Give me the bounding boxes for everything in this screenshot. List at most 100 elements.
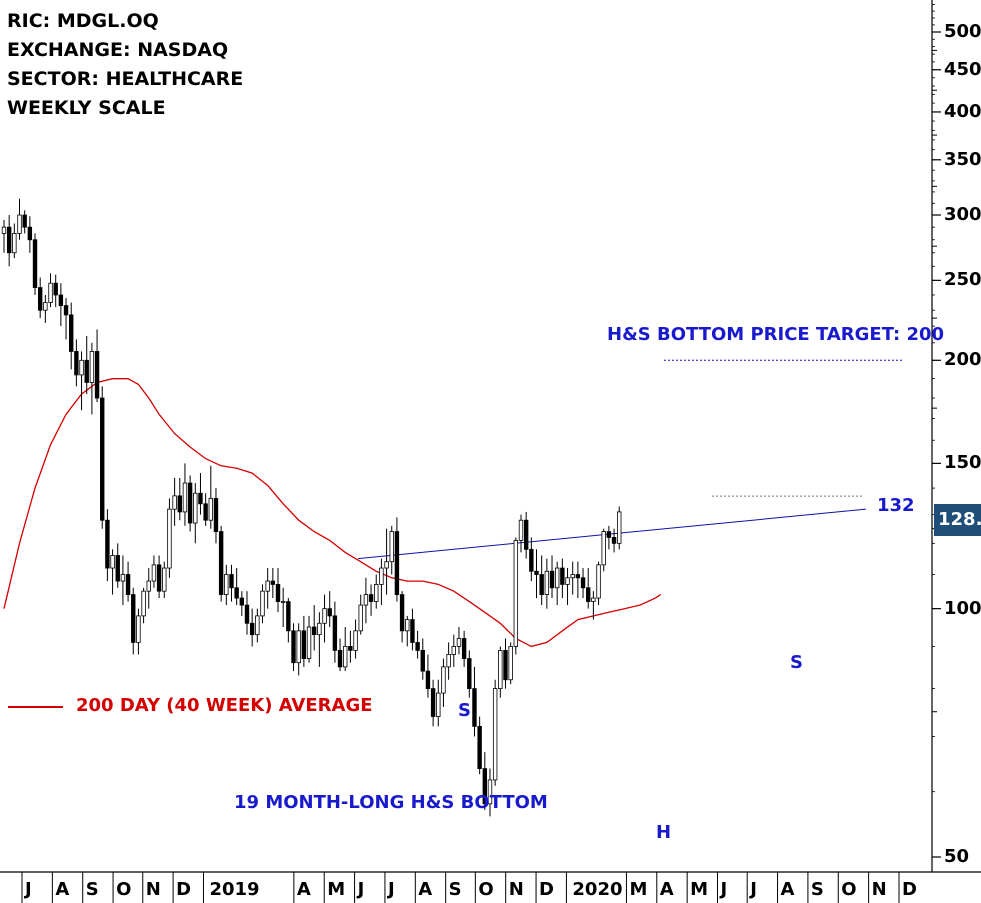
y-tick-label: 500 <box>944 21 981 42</box>
y-tick-label: 200 <box>944 349 981 371</box>
y-tick-label: 150 <box>944 452 981 474</box>
candle-body <box>518 519 524 541</box>
y-tick-label: 250 <box>944 269 981 291</box>
x-tick-label: A <box>780 879 795 900</box>
candle-body <box>467 658 472 690</box>
candle-body <box>218 531 224 595</box>
left-shoulder-label: S <box>458 700 471 721</box>
candle-body <box>84 359 89 383</box>
candle-body <box>405 619 410 632</box>
y-tick-label: 450 <box>944 58 981 80</box>
candle-body <box>456 638 462 647</box>
candle-body <box>523 519 529 550</box>
candle-body <box>415 642 420 651</box>
candle-body <box>105 519 110 569</box>
x-tick-label: A <box>296 879 311 900</box>
candle-body <box>430 688 436 717</box>
x-tick-label: A <box>659 879 674 900</box>
x-tick-label: S <box>448 879 462 900</box>
x-tick-label: J <box>750 879 757 900</box>
x-tick-label: M <box>629 879 648 900</box>
candle-body <box>213 498 219 532</box>
candle-body <box>425 670 431 690</box>
candle-body <box>560 567 565 585</box>
candle-body <box>306 626 312 659</box>
x-tick-label: A <box>55 879 70 900</box>
candle-body <box>529 548 534 572</box>
candle-body <box>79 359 84 376</box>
y-tick-label: 350 <box>944 148 981 170</box>
x-tick-label: M <box>690 879 709 900</box>
candle-body <box>487 779 493 805</box>
candle-body <box>43 302 48 311</box>
candle-body <box>503 650 508 681</box>
candle-body <box>265 580 270 592</box>
x-tick-label: S <box>810 879 824 900</box>
x-tick-label: O <box>116 879 132 900</box>
price-target-label: H&S BOTTOM PRICE TARGET: 200 <box>607 324 945 345</box>
candle-body <box>446 654 451 668</box>
candle-body <box>322 608 327 624</box>
candle-body <box>270 580 276 585</box>
x-tick-label: N <box>145 879 161 900</box>
x-tick-label: M <box>327 879 346 900</box>
candle-body <box>1 226 7 234</box>
y-tick-label: 100 <box>944 597 981 619</box>
candle-body <box>125 574 131 595</box>
candle-body <box>172 495 177 510</box>
candle-body <box>472 688 477 727</box>
x-tick-label: A <box>418 879 433 900</box>
candle-body <box>94 351 100 399</box>
candle-body <box>513 539 519 647</box>
candle-body <box>131 594 136 643</box>
candle-body <box>565 577 570 585</box>
candle-body <box>337 650 343 668</box>
candle-body <box>69 314 74 352</box>
y-tick-label: 300 <box>944 204 981 226</box>
candle-body <box>436 692 441 717</box>
candle-body <box>286 601 291 632</box>
candle-body <box>229 574 234 589</box>
legend-swatch <box>8 706 63 708</box>
candle-body <box>327 608 332 617</box>
candle-body <box>167 508 172 569</box>
candle-body <box>260 590 265 617</box>
candle-body <box>32 239 38 288</box>
x-tick-label: D <box>176 879 192 900</box>
x-tick-label: J <box>720 879 728 900</box>
moving-average-line <box>3 378 661 648</box>
candle-body <box>498 650 503 690</box>
candle-body <box>301 630 307 659</box>
candle-body <box>311 626 317 636</box>
candle-body <box>156 564 162 592</box>
candle-body <box>451 646 456 655</box>
candle-body <box>580 577 586 589</box>
x-tick-label: S <box>85 879 99 900</box>
candle-body <box>22 214 27 228</box>
scale-label: WEEKLY SCALE <box>7 97 166 119</box>
candle-body <box>12 233 17 254</box>
neckline-value-label: 132 <box>877 495 915 516</box>
candle-body <box>554 567 560 589</box>
candle-body <box>53 282 58 296</box>
x-tick-label: J <box>25 879 32 900</box>
candle-body <box>151 564 157 582</box>
candle-body <box>441 666 446 694</box>
candle-body <box>208 498 213 521</box>
x-tick-label: J <box>357 879 365 900</box>
candle-body <box>508 646 513 681</box>
candle-body <box>368 594 374 602</box>
candle-body <box>6 226 12 254</box>
candle-body <box>177 495 182 513</box>
candle-body <box>115 555 120 582</box>
candle-body <box>348 646 353 651</box>
candle-body <box>539 574 544 595</box>
x-tick-label: 2020 <box>572 879 623 900</box>
candle-body <box>586 587 591 602</box>
candle-body <box>544 570 550 595</box>
candle-body <box>394 531 400 595</box>
candle-body <box>358 604 363 632</box>
y-tick-label: 50 <box>944 846 970 867</box>
candle-body <box>389 531 394 563</box>
x-tick-label: O <box>478 879 494 900</box>
